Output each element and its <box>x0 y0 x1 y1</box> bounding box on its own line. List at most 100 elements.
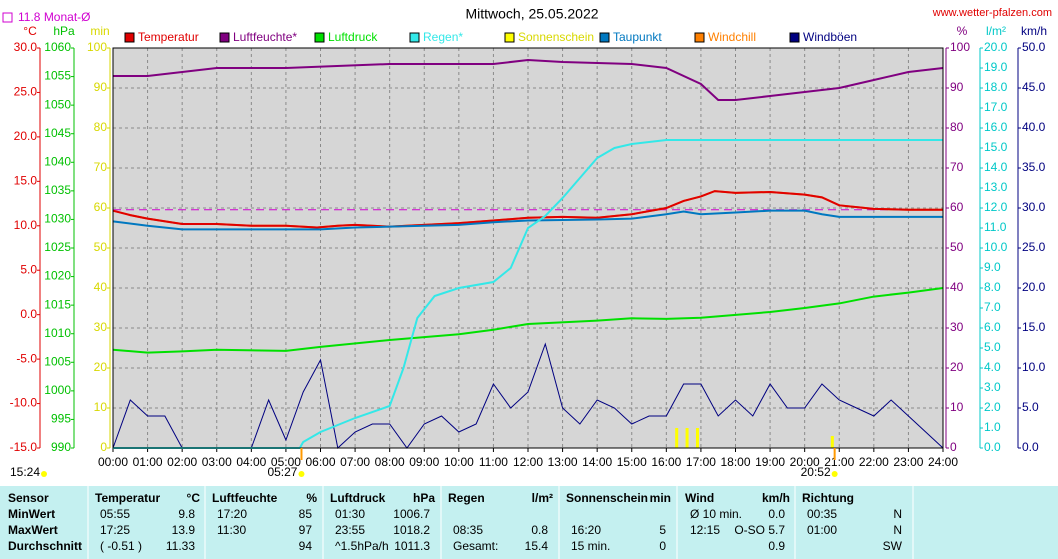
y-tick-label: 5.0 <box>20 262 37 276</box>
cell-time: 01:30 <box>335 507 365 521</box>
y-tick-label: 20.0 <box>984 40 1008 54</box>
sun-bar <box>675 428 679 448</box>
x-tick-label: 15:00 <box>617 455 647 469</box>
y-tick-label: 15.0 <box>1022 320 1046 334</box>
x-tick-label: 14:00 <box>582 455 612 469</box>
row-label: Durchschnitt <box>8 539 82 553</box>
y-tick-label: 13.0 <box>984 180 1008 194</box>
y-tick-label: 25.0 <box>1022 240 1046 254</box>
legend-swatch <box>409 32 420 43</box>
y-tick-label: 40 <box>950 280 964 294</box>
y-tick-label: 16.0 <box>984 120 1008 134</box>
cell-time: 15 min. <box>571 539 610 553</box>
table-bg <box>0 486 1058 559</box>
legend-label: Taupunkt <box>613 30 662 44</box>
sunset-label: 20:52 <box>801 465 831 479</box>
y-tick-label: 14.0 <box>984 160 1008 174</box>
series-line <box>113 58 944 101</box>
col-title: Luftdruck <box>330 491 386 505</box>
x-tick-label: 11:00 <box>479 455 508 469</box>
row-label: MaxWert <box>8 523 58 537</box>
y-tick-label: 1040 <box>44 154 71 168</box>
axis-unit: min <box>90 24 109 38</box>
y-tick-label: 1020 <box>44 269 71 283</box>
col-title: Wind <box>685 491 714 505</box>
mean-text: Monat-Ø <box>44 10 91 24</box>
plot-frame <box>112 47 944 449</box>
axis-unit: °C <box>23 24 37 38</box>
y-tick-label: 1030 <box>44 212 71 226</box>
y-tick-label: 990 <box>51 440 71 454</box>
cell-time: ^1.5hPa/h <box>335 539 389 553</box>
y-tick-label: 40.0 <box>1022 120 1046 134</box>
y-tick-label: 10.0 <box>14 218 38 232</box>
col-unit: l/m² <box>532 491 553 505</box>
y-tick-label: 80 <box>94 120 108 134</box>
y-tick-label: 20 <box>94 360 108 374</box>
cell-value: 13.9 <box>172 523 196 537</box>
cell-value: 15.4 <box>525 539 549 553</box>
col-title: Regen <box>448 491 485 505</box>
time-label: 15:24 <box>10 465 40 479</box>
y-tick-label: 4.0 <box>984 360 1001 374</box>
y-tick-label: 1035 <box>44 183 71 197</box>
y-tick-label: 15.0 <box>984 140 1008 154</box>
y-tick-label: 15.0 <box>14 174 38 188</box>
x-tick-label: 06:00 <box>305 455 335 469</box>
y-tick-label: 70 <box>950 160 964 174</box>
x-tick-label: 12:00 <box>513 455 543 469</box>
legend-label: Luftdruck <box>328 30 378 44</box>
legend-label: Windböen <box>803 30 857 44</box>
x-tick-label: 22:00 <box>859 455 889 469</box>
cell-time: 08:35 <box>453 523 483 537</box>
x-tick-label: 17:00 <box>686 455 716 469</box>
x-tick-label: 09:00 <box>409 455 439 469</box>
cell-time: ( -0.51 ) <box>100 539 142 553</box>
axis-unit: l/m² <box>986 24 1006 38</box>
x-tick-label: 04:00 <box>236 455 266 469</box>
x-tick-label: 24:00 <box>928 455 958 469</box>
cell-time: Ø 10 min. <box>690 507 742 521</box>
y-tick-label: 1055 <box>44 69 71 83</box>
y-tick-label: 0.0 <box>20 307 37 321</box>
cell-value: 1018.2 <box>393 523 430 537</box>
legend-swatch <box>314 32 325 43</box>
y-tick-label: 90 <box>950 80 964 94</box>
col-title: Sonnenschein <box>566 491 648 505</box>
table-header: Sensor <box>8 491 49 505</box>
y-tick-label: 1060 <box>44 40 71 54</box>
sun-bar <box>695 428 699 448</box>
cell-time: 01:00 <box>807 523 837 537</box>
cell-value: 0.9 <box>768 539 785 553</box>
cell-value: 94 <box>299 539 313 553</box>
chart-title: Mittwoch, 25.05.2022 <box>465 6 598 22</box>
y-tick-label: 20.0 <box>1022 280 1046 294</box>
col-title: Richtung <box>802 491 854 505</box>
sun-dot <box>41 471 47 477</box>
cell-time: Gesamt: <box>453 539 498 553</box>
cell-value: N <box>893 523 902 537</box>
y-tick-label: 40 <box>94 280 108 294</box>
cell-value: N <box>893 507 902 521</box>
y-tick-label: 10 <box>950 400 964 414</box>
y-tick-label: 6.0 <box>984 320 1001 334</box>
cell-value: 1011.3 <box>394 539 430 553</box>
axis-unit: hPa <box>53 24 75 38</box>
y-tick-label: 1015 <box>44 297 71 311</box>
y-tick-label: 10.0 <box>1022 360 1046 374</box>
x-tick-label: 21:00 <box>824 455 854 469</box>
y-tick-label: 1010 <box>44 326 71 340</box>
cell-value: 0 <box>659 539 666 553</box>
cell-value: O-SO 5.7 <box>734 523 785 537</box>
y-tick-label: 0.0 <box>984 440 1001 454</box>
y-tick-label: -15.0 <box>10 440 38 454</box>
legend-swatch <box>219 32 230 43</box>
col-unit: % <box>306 491 317 505</box>
y-tick-label: 11.0 <box>984 220 1007 234</box>
y-tick-label: 7.0 <box>984 300 1001 314</box>
cell-value: 0.0 <box>768 507 785 521</box>
axis-unit: km/h <box>1021 24 1047 38</box>
mean-value: 11.8 <box>18 10 41 24</box>
sun-dot <box>831 471 838 477</box>
